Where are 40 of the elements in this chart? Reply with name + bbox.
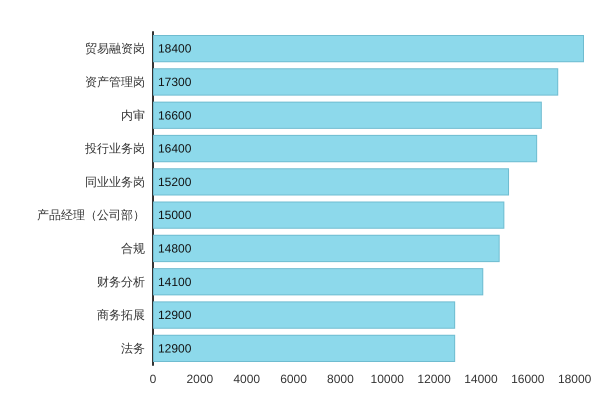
y-tick-label: 产品经理（公司部） — [37, 208, 145, 222]
y-tick-label: 资产管理岗 — [85, 74, 145, 89]
bar — [153, 301, 456, 329]
y-tick-label: 贸易融资岗 — [85, 42, 145, 56]
bar — [153, 334, 456, 362]
bar — [153, 234, 500, 262]
data-label: 16600 — [158, 108, 192, 122]
bar — [153, 68, 558, 96]
bar — [153, 34, 584, 62]
y-tick-label: 同业业务岗 — [85, 174, 145, 189]
x-tick-label: 14000 — [464, 372, 498, 386]
x-tick-label: 18000 — [558, 372, 592, 386]
data-label: 12900 — [158, 308, 192, 322]
y-tick-label: 商务拓展 — [97, 308, 145, 322]
bar — [153, 268, 484, 296]
x-tick-label: 4000 — [233, 372, 260, 386]
x-tick-label: 10000 — [370, 372, 404, 386]
x-tick-label: 2000 — [186, 372, 214, 386]
x-tick-label: 0 — [150, 372, 157, 386]
data-label: 18400 — [158, 42, 192, 56]
data-label: 16400 — [158, 142, 192, 156]
x-tick-label: 12000 — [417, 372, 452, 386]
y-tick-label: 内审 — [121, 108, 145, 122]
data-label: 12900 — [158, 341, 192, 356]
data-label: 14800 — [158, 241, 192, 256]
x-tick-label: 6000 — [280, 372, 308, 386]
y-tick-label: 法务 — [121, 341, 145, 356]
bar — [153, 102, 542, 129]
data-label: 17300 — [158, 74, 192, 89]
y-tick-label: 合规 — [121, 241, 145, 256]
bar — [153, 201, 504, 229]
bar — [153, 134, 538, 162]
data-label: 15200 — [158, 174, 192, 189]
data-label: 15000 — [158, 208, 192, 222]
y-tick-label: 投行业务岗 — [84, 142, 145, 156]
bar — [153, 168, 510, 196]
x-tick-label: 8000 — [327, 372, 354, 386]
data-label: 14100 — [158, 274, 192, 289]
y-tick-label: 财务分析 — [97, 274, 145, 289]
x-tick-label: 16000 — [511, 372, 545, 386]
